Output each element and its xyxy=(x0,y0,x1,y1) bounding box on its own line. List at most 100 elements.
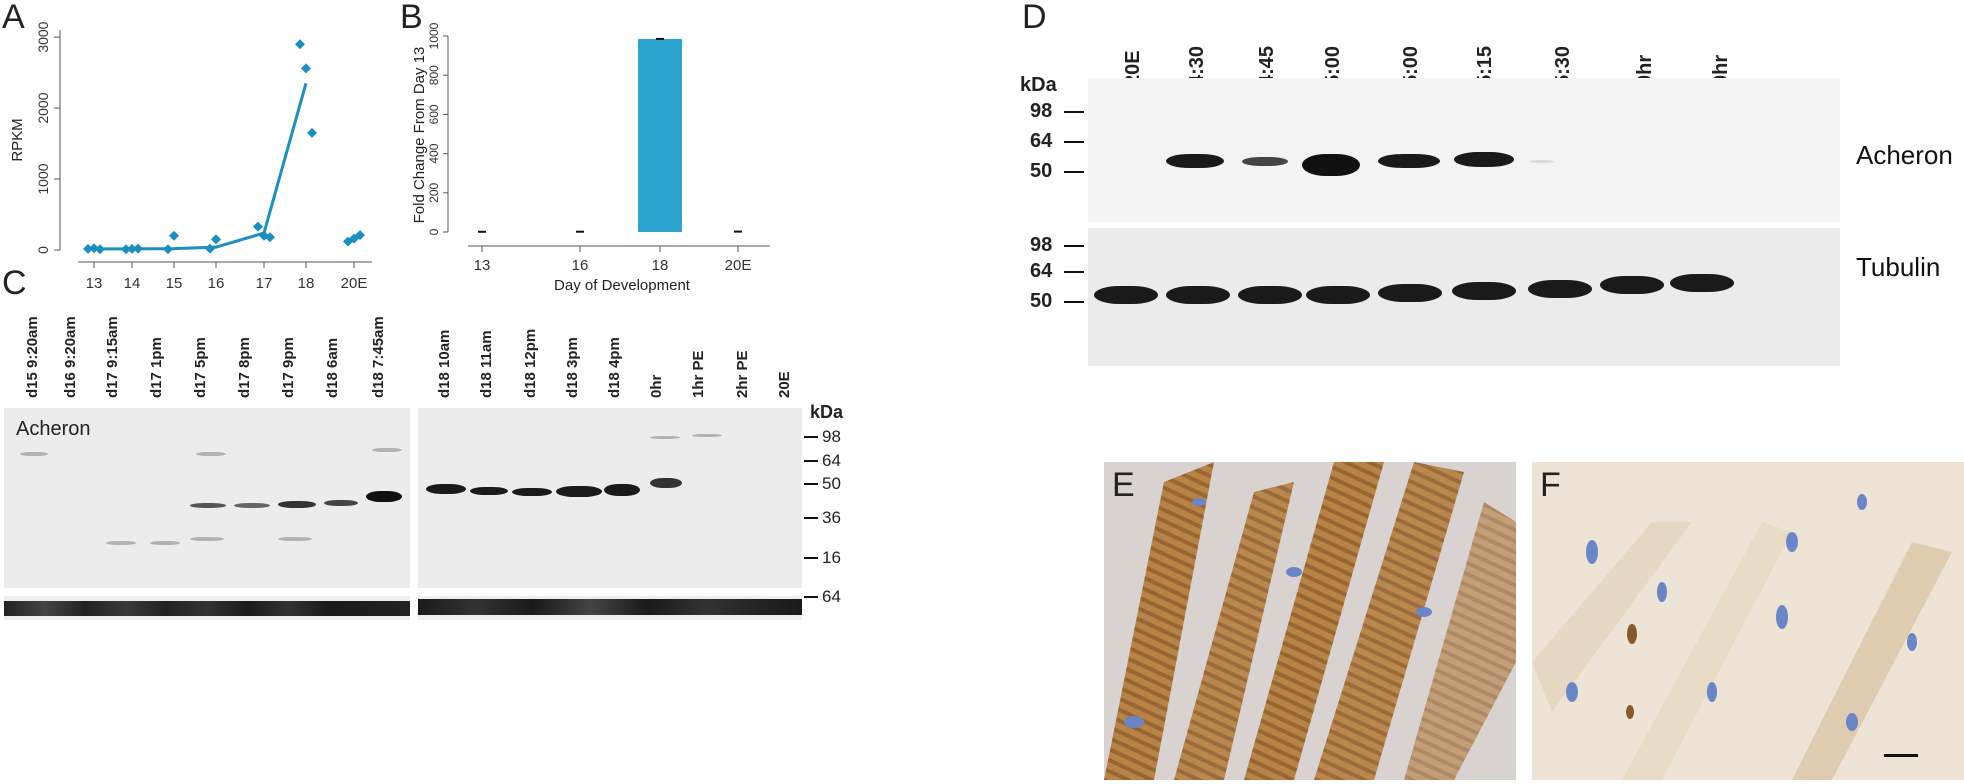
micrograph-f: F xyxy=(1532,462,1964,780)
tubulin-band xyxy=(1166,286,1230,304)
mean-line xyxy=(94,82,308,251)
band xyxy=(190,503,226,508)
y-tick-label: 2000 xyxy=(35,92,51,123)
lane-label: d18 7:45am xyxy=(370,316,387,398)
x-tick-label: 13 xyxy=(474,257,491,274)
data-point xyxy=(133,243,143,254)
marker-tick xyxy=(1064,245,1084,247)
x-tick-label: 14 xyxy=(124,275,141,292)
x-tick-label: 15 xyxy=(166,275,183,292)
lane-label: 2hr PE xyxy=(734,350,751,398)
micrograph-e: E xyxy=(1104,462,1516,780)
blot-d-acheron-label: Acheron xyxy=(1856,140,1953,170)
bar xyxy=(638,38,682,232)
tubulin-band xyxy=(1094,286,1158,304)
tubulin-band xyxy=(1600,276,1664,294)
marker-16: 16 xyxy=(822,548,841,567)
faint-band xyxy=(20,452,48,456)
faint-band xyxy=(190,537,224,541)
panel-label-e: E xyxy=(1112,466,1135,504)
x-tick-label: 13 xyxy=(86,275,103,292)
lane-label: 1hr PE xyxy=(690,350,707,398)
loading-band xyxy=(418,599,802,615)
band xyxy=(1166,154,1224,168)
marker-tick xyxy=(1064,301,1084,303)
lane-label: d18 12pm xyxy=(522,328,539,398)
marker-tick xyxy=(1064,171,1084,173)
y-tick-label: 200 xyxy=(427,182,441,202)
tubulin-band xyxy=(1670,274,1734,292)
lane-label: d16 9:20am xyxy=(62,316,79,398)
blot-d-top-98: 98 xyxy=(1030,100,1053,122)
data-point xyxy=(253,221,263,232)
marker-tick xyxy=(804,483,818,485)
data-point xyxy=(355,230,365,241)
scale-bar xyxy=(1884,754,1918,757)
x-tick-label: 16 xyxy=(572,257,589,274)
faint-band xyxy=(106,541,136,545)
lane-label: d18 10am xyxy=(436,329,453,398)
marker-tick xyxy=(804,460,818,462)
tubulin-band xyxy=(1452,282,1516,300)
x-tick-label: 20E xyxy=(725,257,752,274)
band xyxy=(426,484,466,494)
tubulin-band xyxy=(1238,286,1302,304)
y-tick-label: 1000 xyxy=(35,163,51,194)
blot-d-top-64: 64 xyxy=(1030,130,1053,152)
y-axis-title: RPKM xyxy=(9,118,26,161)
x-tick-label: 17 xyxy=(256,275,273,292)
y-axis-title: Fold Change From Day 13 xyxy=(411,47,428,224)
band xyxy=(1378,154,1440,168)
blot-d-kda-title: kDa xyxy=(1020,74,1057,96)
band xyxy=(650,478,682,488)
faint-band xyxy=(650,436,680,439)
band xyxy=(556,486,602,497)
data-point xyxy=(83,243,93,254)
data-point xyxy=(205,243,215,254)
tubulin-band xyxy=(1378,284,1442,302)
data-point xyxy=(127,243,137,254)
lane-label: d18 3pm xyxy=(564,337,581,398)
y-tick-label: 600 xyxy=(427,104,441,124)
band xyxy=(512,488,552,496)
marker-tick xyxy=(804,557,818,559)
lane-label: d17 9pm xyxy=(280,337,297,398)
micrograph-f-image xyxy=(1532,462,1964,780)
data-point xyxy=(301,63,311,74)
lane-label: d17 9:15am xyxy=(104,316,121,398)
y-tick-label: 1000 xyxy=(427,22,441,49)
data-point xyxy=(169,230,179,241)
band xyxy=(366,491,402,502)
blot-d-bottom-50: 50 xyxy=(1030,290,1053,312)
data-point xyxy=(265,232,275,243)
lane-label: d17 8pm xyxy=(236,337,253,398)
band xyxy=(278,501,316,508)
tubulin-band xyxy=(1528,280,1592,298)
data-point xyxy=(307,127,317,138)
marker-64: 64 xyxy=(822,451,841,470)
faint-band xyxy=(372,448,402,452)
faint-band xyxy=(692,434,722,437)
loading-marker-64: 64 xyxy=(822,587,841,606)
data-point xyxy=(163,244,173,255)
band xyxy=(1242,157,1288,166)
band xyxy=(324,500,358,506)
tubulin-band xyxy=(1306,286,1370,304)
blot-c-left-membrane xyxy=(4,408,410,588)
loading-band xyxy=(4,601,410,616)
lane-label: d17 5pm xyxy=(192,337,209,398)
x-tick-label: 18 xyxy=(298,275,315,292)
y-tick-label: 0 xyxy=(35,246,51,254)
faint-band xyxy=(196,452,226,456)
blot-d-bottom-64: 64 xyxy=(1030,260,1053,282)
blot-c-right-membrane xyxy=(418,408,802,588)
x-tick-label: 18 xyxy=(652,257,669,274)
lane-label: d15 9:20am xyxy=(24,316,41,398)
marker-tick xyxy=(1064,111,1084,113)
micrograph-e-image xyxy=(1104,462,1516,780)
marker-tick xyxy=(1064,271,1084,273)
marker-tick xyxy=(1064,141,1084,143)
panel-label-b: B xyxy=(400,0,423,36)
band xyxy=(470,487,508,495)
y-tick-label: 0 xyxy=(427,228,441,235)
